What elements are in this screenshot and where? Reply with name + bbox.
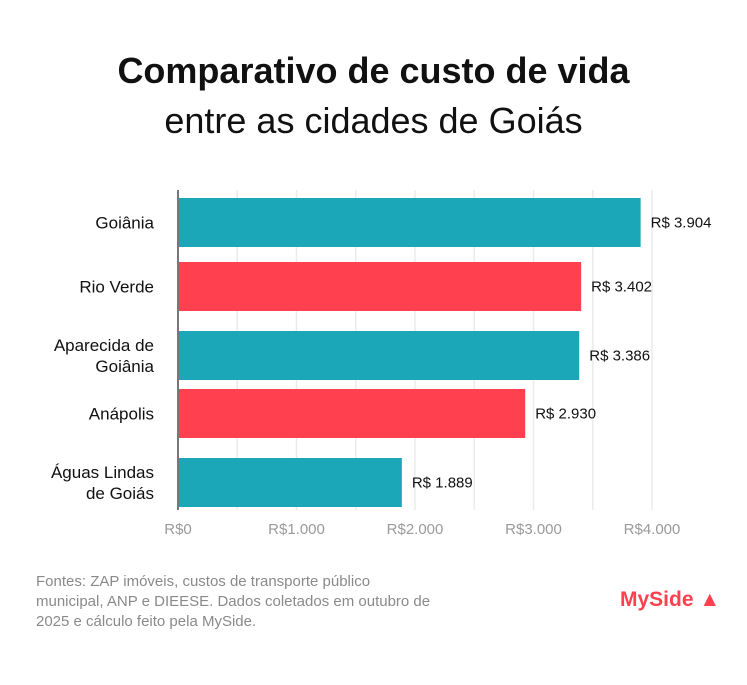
data-label: R$ 3.904 bbox=[651, 215, 712, 232]
data-label: R$ 3.402 bbox=[591, 279, 652, 296]
bar bbox=[178, 198, 641, 247]
category-label: Rio Verde bbox=[79, 278, 154, 297]
data-label: R$ 3.386 bbox=[589, 348, 650, 365]
bar bbox=[178, 458, 402, 507]
category-label: de Goiás bbox=[86, 484, 154, 503]
data-label: R$ 2.930 bbox=[535, 406, 596, 423]
myside-logo: MySide ▲ bbox=[620, 588, 720, 612]
bar bbox=[178, 262, 582, 311]
x-tick-label: R$3.000 bbox=[505, 521, 562, 538]
x-tick-label: R$1.000 bbox=[268, 521, 325, 538]
chart-subtitle: entre as cidades de Goiás bbox=[164, 100, 583, 141]
source-note: Fontes: ZAP imóveis, custos de transport… bbox=[36, 573, 431, 630]
category-label: Águas Lindas bbox=[51, 463, 154, 482]
category-label: Goiânia bbox=[95, 357, 154, 376]
data-label: R$ 1.889 bbox=[412, 475, 473, 492]
bar bbox=[178, 389, 526, 438]
x-tick-label: R$0 bbox=[164, 521, 192, 538]
category-label: Goiânia bbox=[95, 214, 154, 233]
dog-logo-icon: ▲ bbox=[693, 588, 721, 611]
logo-text: MySide bbox=[620, 588, 694, 611]
bar bbox=[178, 331, 580, 380]
x-tick-label: R$4.000 bbox=[624, 521, 681, 538]
category-label: Aparecida de bbox=[54, 336, 154, 355]
x-tick-label: R$2.000 bbox=[387, 521, 444, 538]
category-label: Anápolis bbox=[89, 405, 154, 424]
chart-title: Comparativo de custo de vida bbox=[117, 50, 630, 91]
